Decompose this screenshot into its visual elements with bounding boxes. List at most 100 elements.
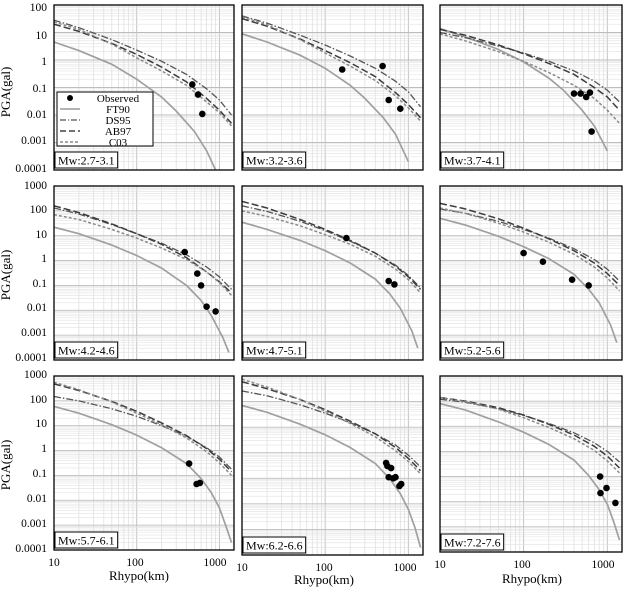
curve-ds95 — [440, 398, 620, 463]
curve-ab97 — [242, 380, 422, 472]
magnitude-label-box — [54, 151, 119, 169]
row2-ytick-label: 0.0001 — [15, 352, 47, 364]
observed-point — [397, 105, 404, 112]
curve-ds95 — [54, 395, 232, 470]
panel-frame — [53, 185, 235, 361]
observed-point — [391, 281, 398, 288]
legend-box — [56, 91, 154, 147]
curve-ab97 — [440, 202, 621, 286]
observed-point — [597, 489, 604, 497]
row2-y-axis-label: PGA(gal) — [0, 250, 13, 301]
observed-point — [181, 248, 188, 256]
col1-xtick-label: 1000 — [204, 557, 227, 569]
magnitude-label: Mw:7.2-7.6 — [444, 536, 501, 550]
magnitude-label: Mw:4.2-4.6 — [58, 344, 115, 358]
curve-ft90 — [440, 217, 618, 343]
observed-point — [588, 128, 595, 135]
row3-ytick-label: 0.0001 — [15, 543, 47, 555]
observed-point — [585, 282, 592, 289]
magnitude-label: Mw:5.2-5.6 — [444, 344, 501, 358]
col3-xtick-label: 10 — [434, 559, 446, 571]
row1-y-axis-label: PGA(gal) — [0, 67, 13, 118]
row3-ytick-label: 1 — [41, 443, 47, 455]
curve-c03 — [440, 396, 621, 474]
curve-ab97 — [242, 17, 422, 119]
legend-label-ft90: FT90 — [106, 104, 130, 116]
curve-ft90 — [440, 27, 609, 152]
row2-ytick-label: 1 — [41, 253, 47, 265]
curve-ab97 — [54, 23, 233, 124]
observed-point — [197, 282, 205, 289]
magnitude-label-box — [440, 151, 505, 169]
col1-x-axis-label: Rhypo(km) — [109, 568, 169, 583]
observed-point — [586, 89, 594, 96]
observed-point — [603, 484, 610, 492]
legend-label-ab97: AB97 — [105, 126, 132, 138]
row3-ytick-label: 10 — [36, 418, 48, 430]
col1-xtick-label: 10 — [48, 557, 60, 569]
magnitude-label-box — [54, 531, 119, 549]
panel-frame — [439, 185, 623, 361]
col3-x-axis-label: Rhypo(km) — [502, 571, 562, 586]
curve-ft90 — [242, 221, 419, 349]
row1-ytick-label: 10 — [36, 30, 48, 42]
panel-frame — [439, 375, 623, 553]
curve-ft90 — [242, 32, 410, 163]
curve-ab97 — [440, 396, 621, 469]
legend-label-c03: C03 — [109, 137, 128, 149]
panel-frame — [53, 4, 235, 171]
x-ticks: 10 100 1000 10 100 1000 10 100 1000 — [48, 557, 615, 574]
col2-x-axis-label: Rhypo(km) — [294, 572, 354, 587]
row3-ytick-label: 1000 — [24, 369, 47, 381]
magnitude-label: Mw:6.2-6.6 — [246, 539, 303, 553]
observed-point — [343, 234, 350, 242]
row3-ytick-label: 100 — [30, 394, 48, 406]
col2-xtick-label: 100 — [315, 562, 333, 574]
curve-c03 — [54, 21, 233, 127]
curve-ft90 — [54, 226, 230, 353]
panel-frame — [241, 185, 424, 361]
magnitude-label-box — [242, 341, 307, 359]
col1-xtick-label: 100 — [126, 557, 144, 569]
curve-c03 — [242, 378, 422, 475]
magnitude-label: Mw:4.7-5.1 — [246, 344, 303, 358]
curve-c03 — [242, 210, 422, 294]
observed-point — [539, 258, 547, 266]
curve-c03 — [440, 207, 621, 292]
observed-point — [194, 91, 202, 98]
curve-ab97 — [242, 200, 422, 290]
magnitude-label: Mw:5.7-6.1 — [58, 534, 115, 548]
observed-point — [387, 464, 395, 472]
row3-y-ticks: 0.0001 0.001 0.01 0.1 1 10 100 1000 — [15, 369, 47, 555]
chart-panel: Mw:7.2-7.6 — [439, 375, 623, 553]
curve-ab97 — [440, 28, 621, 111]
observed-point — [194, 270, 201, 277]
chart-panel: Mw:5.2-5.6 — [439, 185, 623, 361]
chart-panel: Mw:4.7-5.1 — [241, 185, 424, 361]
observed-point — [196, 479, 204, 487]
observed-point — [185, 460, 193, 467]
row1-ytick-label: 100 — [30, 2, 48, 14]
curve-c03 — [54, 213, 233, 296]
legend: Observed FT90 DS95 AB97 C03 — [56, 91, 154, 149]
curve-ds95 — [54, 19, 233, 116]
magnitude-label-box — [440, 341, 505, 359]
observed-point — [582, 93, 590, 101]
curve-ft90 — [242, 404, 422, 548]
row1-ytick-label: 0.1 — [33, 83, 48, 95]
row2-ytick-label: 100 — [30, 204, 48, 216]
row2-y-ticks: 0.0001 0.001 0.01 0.1 1 10 100 1000 — [15, 180, 47, 364]
panel-frame — [53, 375, 235, 551]
magnitude-label: Mw:3.7-4.1 — [444, 154, 501, 168]
row3-ytick-label: 0.1 — [33, 468, 48, 480]
magnitude-label-box — [242, 151, 307, 169]
col3-xtick-label: 1000 — [592, 559, 615, 571]
observed-point — [385, 96, 393, 104]
row3-ytick-label: 0.001 — [21, 518, 47, 530]
panel-frame — [241, 375, 424, 556]
row3-ytick-label: 0.01 — [27, 493, 47, 505]
chart-panel: Mw:3.2-3.6 — [241, 4, 424, 171]
col3-xtick-label: 100 — [513, 559, 531, 571]
row2-ytick-label: 0.1 — [33, 278, 48, 290]
